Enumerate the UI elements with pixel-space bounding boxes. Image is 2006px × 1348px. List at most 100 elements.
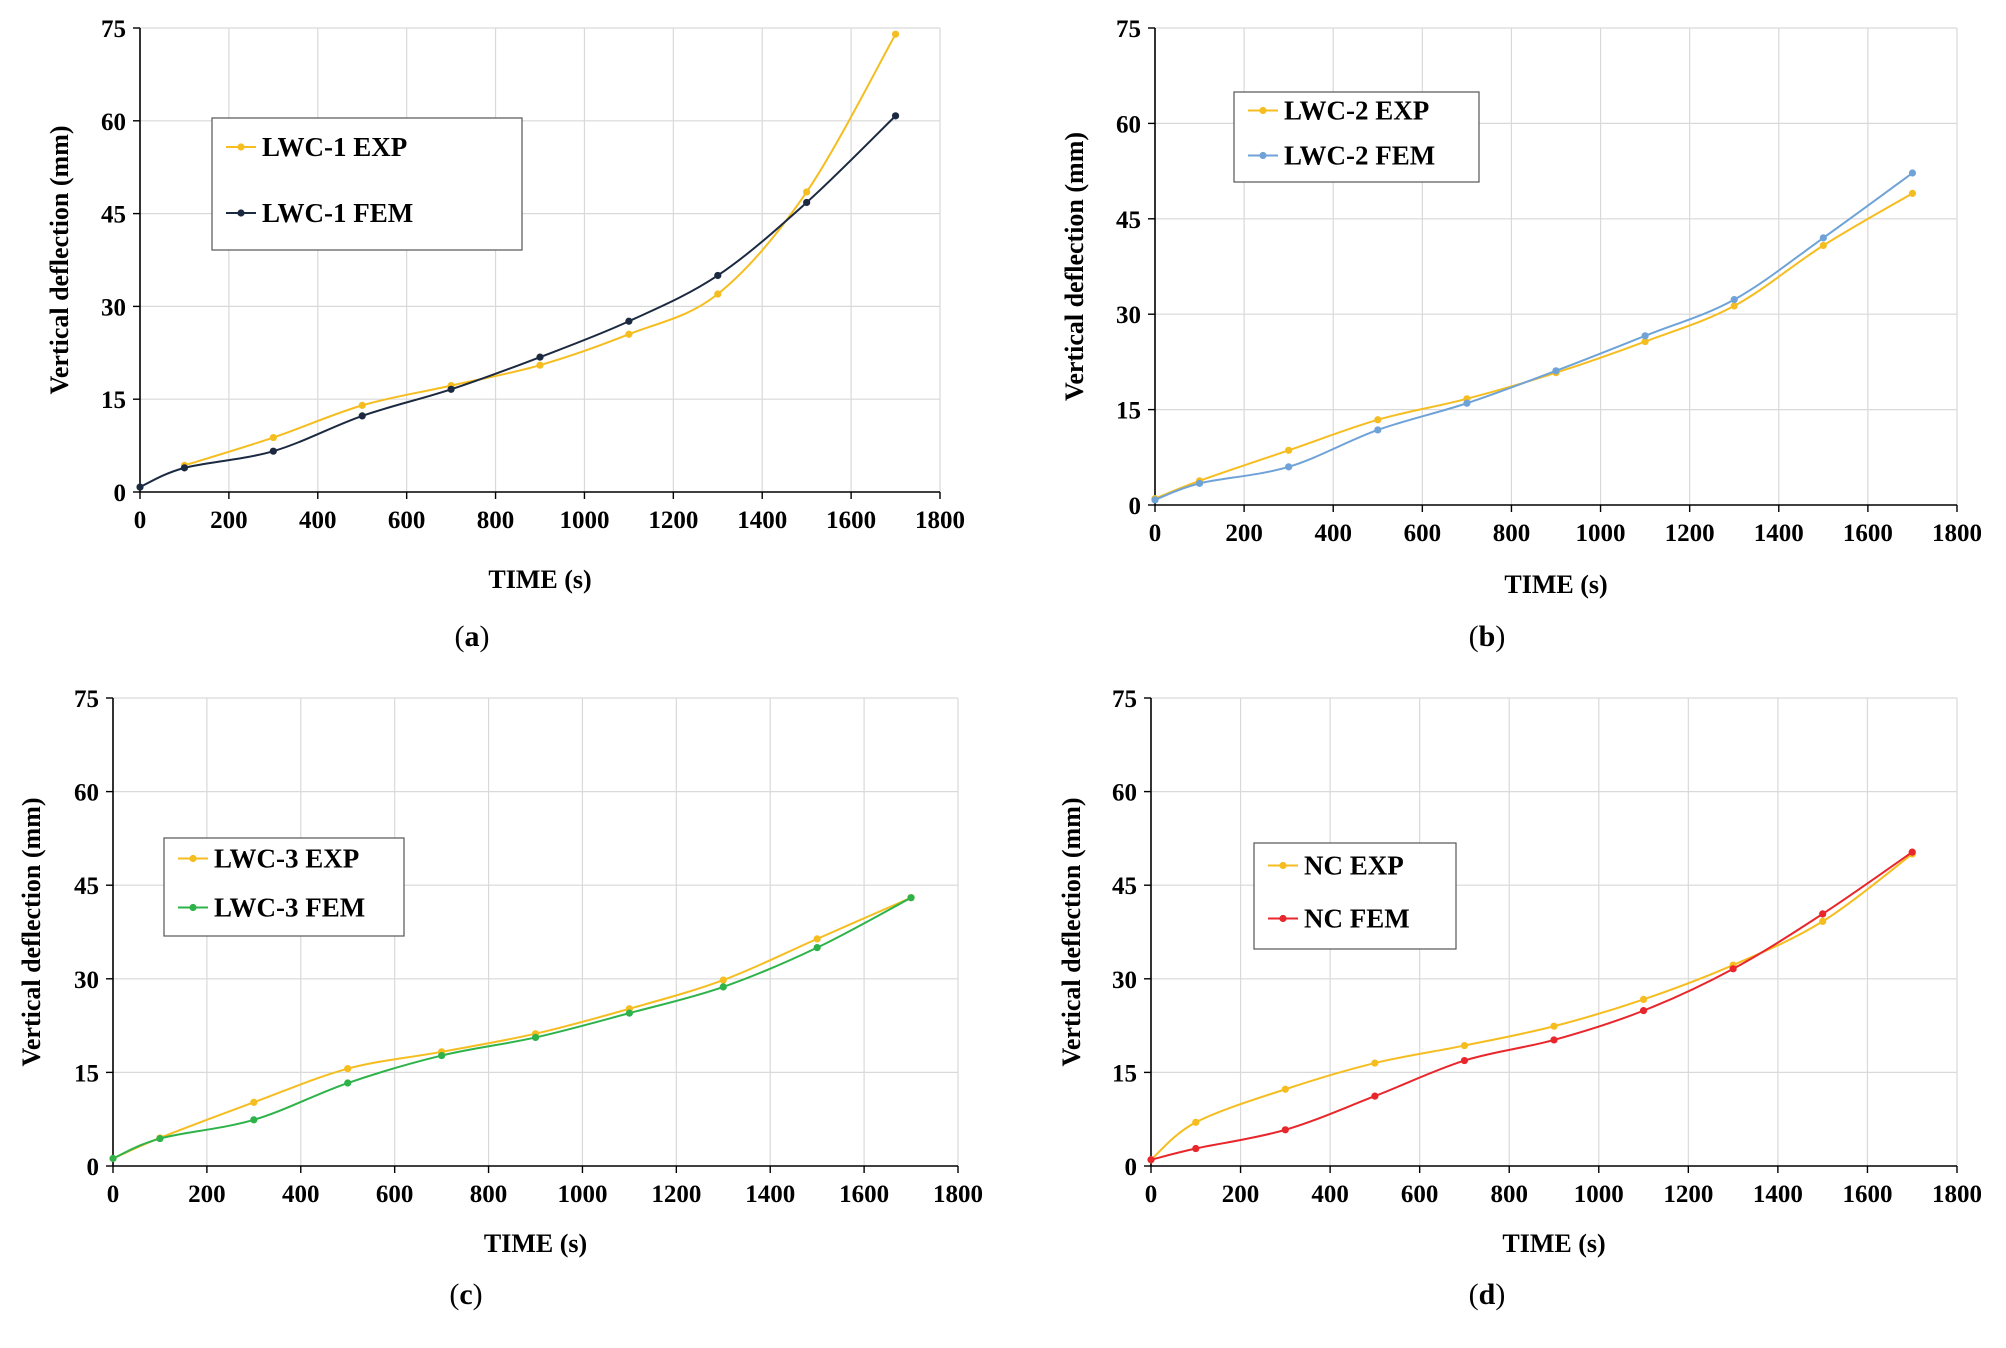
data-point	[1819, 910, 1827, 918]
data-point	[438, 1051, 446, 1060]
x-tick-label: 0	[1145, 1181, 1158, 1208]
data-point	[813, 944, 821, 952]
data-point	[891, 112, 900, 120]
data-point	[250, 1098, 258, 1106]
legend-entry: NC FEM	[1304, 904, 1410, 934]
series-line	[112, 896, 912, 1160]
x-tick-label: 1600	[826, 507, 876, 534]
data-point	[1285, 463, 1293, 471]
data-point	[803, 188, 811, 196]
data-point	[250, 1116, 258, 1124]
y-tick-label: 0	[114, 480, 127, 507]
legend-marker	[237, 209, 245, 217]
legend-entry: LWC-1 EXP	[262, 132, 407, 162]
data-point	[358, 412, 366, 420]
data-point	[531, 1033, 540, 1042]
data-point	[1151, 496, 1159, 504]
panel-caption-letter: d	[1478, 1278, 1496, 1311]
y-tick-label: 30	[101, 294, 126, 321]
data-point	[714, 271, 722, 280]
x-tick-label: 600	[388, 507, 426, 534]
legend-entry: LWC-3 FEM	[214, 893, 365, 923]
panel-caption: (d)	[1468, 1278, 1506, 1311]
data-point	[1550, 1022, 1558, 1030]
panel-caption: (c)	[449, 1278, 483, 1311]
x-tick-label: 400	[1314, 520, 1352, 547]
y-tick-label: 0	[87, 1154, 100, 1181]
data-point	[358, 401, 366, 409]
data-point	[1371, 1092, 1379, 1100]
data-point	[1460, 1056, 1469, 1065]
x-tick-label: 1400	[1754, 520, 1804, 547]
data-point	[536, 353, 544, 361]
legend-marker	[189, 903, 197, 912]
x-axis-title: TIME (s)	[488, 565, 591, 594]
y-axis-title: Vertical deflection (mm)	[17, 797, 46, 1066]
legend-entry: LWC-2 EXP	[1284, 96, 1429, 126]
y-axis-title: Vertical deflection (mm)	[1057, 797, 1086, 1066]
legend-box	[163, 837, 405, 937]
x-tick-label: 800	[470, 1181, 508, 1208]
series-line	[112, 896, 912, 1160]
data-point	[1641, 332, 1649, 340]
data-point	[1374, 426, 1382, 434]
data-point	[1281, 1126, 1289, 1134]
x-tick-label: 200	[1225, 520, 1263, 547]
x-tick-label: 800	[477, 507, 515, 534]
data-point	[1908, 189, 1917, 197]
data-point	[1908, 848, 1916, 856]
data-point	[269, 433, 277, 442]
y-tick-label: 30	[1112, 967, 1137, 994]
legend-marker	[189, 854, 197, 863]
x-tick-label: 600	[376, 1181, 414, 1208]
x-tick-label: 1800	[933, 1181, 983, 1208]
x-tick-label: 1000	[1574, 1181, 1624, 1208]
y-tick-label: 45	[1112, 873, 1137, 900]
x-axis-title: TIME (s)	[484, 1229, 587, 1258]
data-point	[1819, 917, 1827, 925]
data-point	[1463, 399, 1471, 407]
y-tick-label: 15	[74, 1060, 99, 1087]
legend-box	[1253, 842, 1457, 950]
y-tick-label: 75	[74, 686, 99, 713]
y-axis-title: Vertical deflection (mm)	[1060, 132, 1089, 401]
x-tick-label: 0	[1149, 520, 1162, 547]
x-tick-label: 1600	[1842, 1181, 1892, 1208]
x-tick-label: 0	[107, 1181, 120, 1208]
y-tick-label: 45	[101, 202, 126, 229]
data-point	[1641, 337, 1649, 346]
y-tick-label: 60	[1112, 780, 1137, 807]
legend-marker	[1259, 106, 1267, 115]
y-tick-label: 45	[1116, 207, 1141, 234]
x-tick-label: 0	[134, 507, 147, 534]
y-tick-label: 30	[1116, 302, 1141, 329]
data-point	[1374, 416, 1382, 424]
data-point	[625, 330, 633, 338]
x-axis-title: TIME (s)	[1504, 570, 1607, 599]
x-tick-label: 1400	[1753, 1181, 1803, 1208]
data-point	[1552, 367, 1560, 375]
legend-marker	[237, 143, 245, 151]
legend-marker	[1279, 861, 1287, 870]
x-tick-label: 400	[299, 507, 337, 534]
series-line	[1150, 853, 1913, 1161]
y-axis-title: Vertical deflection (mm)	[45, 125, 74, 394]
legend-marker	[1279, 914, 1287, 923]
x-tick-label: 400	[1311, 1181, 1349, 1208]
panel-caption-letter: a	[464, 620, 480, 653]
panel-caption-letter: c	[459, 1278, 473, 1311]
data-point	[1285, 446, 1293, 454]
x-tick-label: 1400	[745, 1181, 795, 1208]
legend: NC EXP NC FEM	[1253, 842, 1457, 950]
x-tick-label: 1000	[559, 507, 609, 534]
x-tick-label: 1200	[651, 1181, 701, 1208]
data-point	[907, 894, 915, 902]
data-point	[803, 198, 811, 207]
y-tick-label: 15	[1112, 1060, 1137, 1087]
legend-box	[211, 117, 523, 251]
panel-caption: (a)	[454, 620, 490, 653]
x-tick-label: 400	[282, 1181, 320, 1208]
data-point	[1281, 1085, 1289, 1093]
